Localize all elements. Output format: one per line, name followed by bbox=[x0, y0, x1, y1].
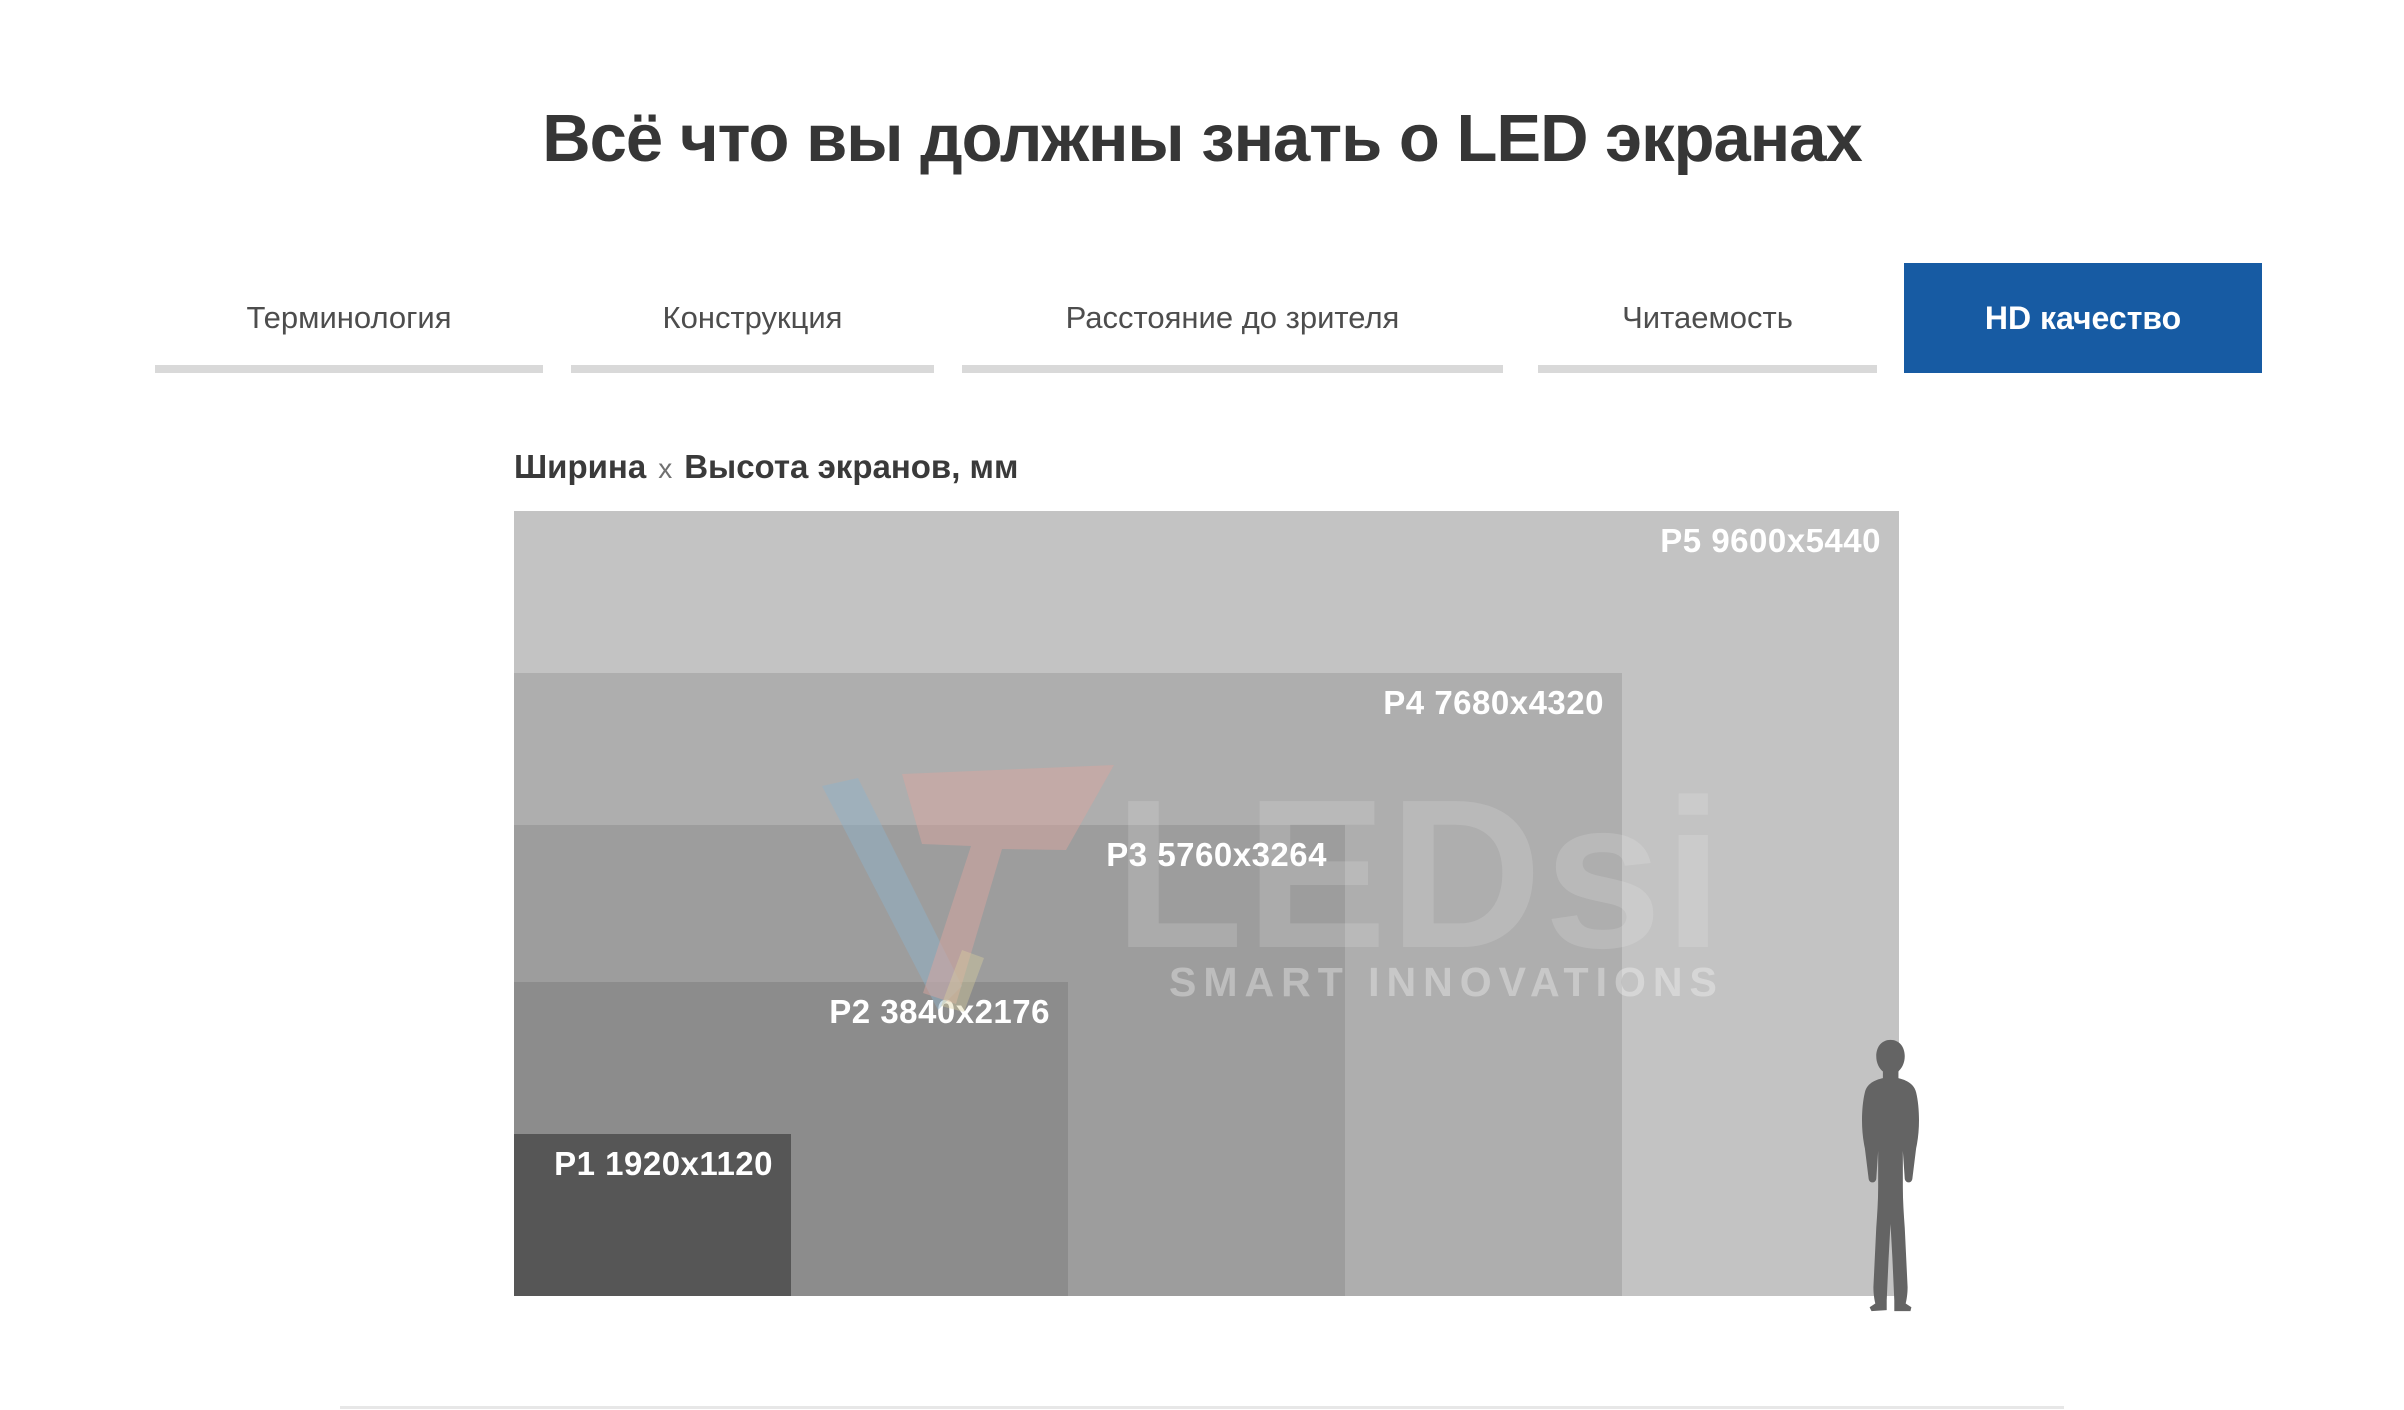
tab-1[interactable]: Терминология bbox=[155, 263, 543, 373]
screen-label-p3: P3 5760x3264 bbox=[1106, 836, 1327, 873]
human-silhouette bbox=[1862, 1039, 1919, 1312]
tab-label: Конструкция bbox=[662, 300, 843, 335]
tab-label: Расстояние до зрителя bbox=[1065, 300, 1400, 335]
diagram-axis-label: Ширина x Высота экранов, мм bbox=[514, 448, 1018, 486]
tab-bar: Терминология Конструкция Расстояние до зри… bbox=[0, 263, 2404, 373]
axis-separator: x bbox=[658, 453, 673, 484]
screen-label-p2: P2 3840x2176 bbox=[829, 993, 1050, 1030]
tab-2[interactable]: Конструкция bbox=[571, 263, 934, 373]
tab-label: Терминология bbox=[246, 300, 452, 335]
axis-width-word: Ширина bbox=[514, 448, 647, 485]
tab-label: HD качество bbox=[1984, 299, 2182, 336]
tab-underline bbox=[571, 365, 934, 373]
screen-label-p4: P4 7680x4320 bbox=[1383, 684, 1604, 721]
screen-rect-p1: P1 1920x1120 bbox=[514, 1134, 791, 1296]
page-title: Всё что вы должны знать о LED экранах bbox=[542, 101, 1863, 176]
tab-3[interactable]: Расстояние до зрителя bbox=[962, 263, 1503, 373]
axis-height-word: Высота экранов, мм bbox=[684, 448, 1019, 485]
tab-underline bbox=[1538, 365, 1877, 373]
tab-4[interactable]: Читаемость bbox=[1538, 263, 1877, 373]
tab-5[interactable]: HD качество bbox=[1904, 263, 2262, 373]
tab-underline bbox=[155, 365, 543, 373]
tab-underline bbox=[962, 365, 1503, 373]
section-divider bbox=[340, 1406, 2064, 1409]
screen-label-p5: P5 9600x5440 bbox=[1660, 522, 1881, 559]
screen-label-p1: P1 1920x1120 bbox=[554, 1145, 773, 1182]
tab-label: Читаемость bbox=[1622, 300, 1793, 335]
